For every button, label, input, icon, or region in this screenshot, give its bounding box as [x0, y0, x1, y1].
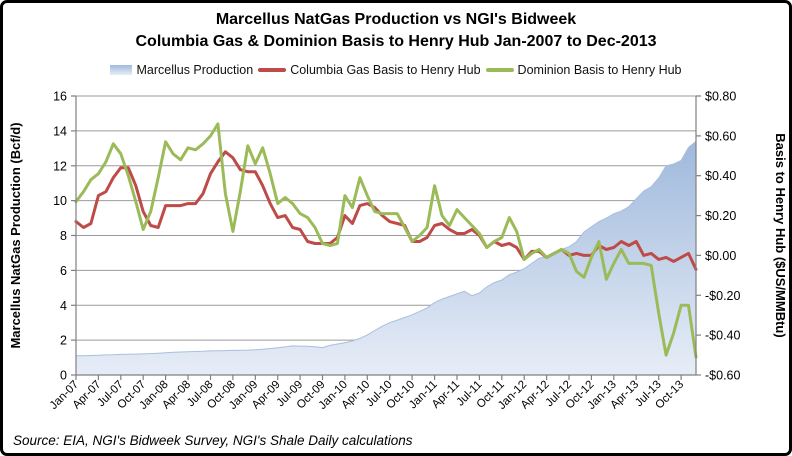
svg-text:$0.60: $0.60	[705, 129, 736, 143]
legend-item-marcellus-production: Marcellus Production	[110, 63, 253, 77]
green-line-swatch-icon	[485, 68, 514, 72]
svg-text:$0.40: $0.40	[705, 169, 736, 183]
svg-text:0: 0	[60, 369, 67, 383]
x-axis-tick-labels: Jan-07Apr-07Jul-07Oct-07Jan-08Apr-08Jul-…	[48, 375, 686, 412]
legend-label: Marcellus Production	[136, 63, 254, 77]
chart-svg: 0 2 4 6 8 10 12 14 16 $0.80 $0.60 $0.40 $0.20 $0.00 -$…	[8, 90, 788, 412]
chart-title-line1: Marcellus NatGas Production vs NGI's Bid…	[215, 11, 577, 28]
left-axis-tick-labels: 0 2 4 6 8 10 12 14 16	[53, 90, 76, 383]
legend-item-dominion-basis: Dominion Basis to Henry Hub	[485, 63, 682, 77]
dominion-basis-line	[74, 122, 698, 359]
area-swatch-icon	[110, 65, 133, 75]
right-axis-title: Basis to Henry Hub ($US/MMBtu)	[773, 133, 788, 337]
svg-text:-$0.60: -$0.60	[705, 369, 740, 383]
legend-item-columbia-gas-basis: Columbia Gas Basis to Henry Hub	[258, 63, 481, 77]
svg-text:16: 16	[53, 90, 67, 104]
legend-label: Columbia Gas Basis to Henry Hub	[290, 63, 481, 77]
chart-plot-area: 0 2 4 6 8 10 12 14 16 $0.80 $0.60 $0.40 $0.20 $0.00 -$…	[3, 87, 789, 431]
right-axis-tick-labels: $0.80 $0.60 $0.40 $0.20 $0.00 -$0.20 -$0.40 -$0…	[696, 90, 740, 383]
svg-text:10: 10	[53, 194, 67, 208]
svg-text:$0.80: $0.80	[705, 90, 736, 104]
source-note: Source: EIA, NGI's Bidweek Survey, NGI's…	[13, 433, 413, 448]
chart-legend: Marcellus Production Columbia Gas Basis …	[3, 63, 789, 77]
svg-text:12: 12	[53, 159, 67, 173]
svg-text:4: 4	[60, 299, 67, 313]
svg-text:14: 14	[53, 124, 67, 138]
gridlines	[76, 95, 696, 376]
svg-text:2: 2	[60, 334, 67, 348]
svg-text:$0.20: $0.20	[705, 209, 736, 223]
chart-title-line2: Columbia Gas & Dominion Basis to Henry H…	[135, 33, 657, 50]
svg-text:-$0.40: -$0.40	[705, 329, 740, 343]
marcellus-production-area	[75, 140, 697, 376]
svg-text:6: 6	[60, 264, 67, 278]
svg-text:-$0.20: -$0.20	[705, 289, 740, 303]
svg-text:$0.00: $0.00	[705, 249, 736, 263]
svg-text:8: 8	[60, 229, 67, 243]
red-line-swatch-icon	[258, 68, 287, 72]
legend-label: Dominion Basis to Henry Hub	[517, 63, 682, 77]
left-axis-title: Marcellus NatGas Production (Bcf/d)	[8, 122, 23, 348]
